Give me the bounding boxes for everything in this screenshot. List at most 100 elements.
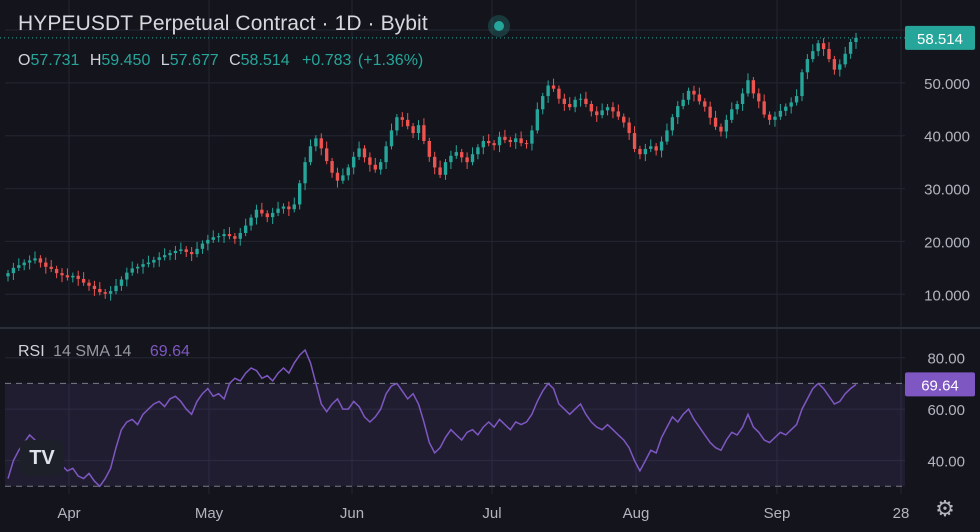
candle-body — [757, 93, 761, 102]
candle-body — [535, 109, 539, 131]
candle — [287, 201, 291, 217]
candle-body — [454, 152, 458, 156]
candle-body — [460, 152, 464, 158]
candle — [260, 202, 264, 217]
candle — [200, 240, 205, 254]
tradingview-logo-icon[interactable]: TV — [20, 440, 64, 476]
candle-body — [87, 282, 91, 286]
candle-body — [379, 162, 383, 170]
candle-body — [411, 126, 415, 134]
candle — [270, 207, 275, 224]
rsi-value-badge-label: 69.64 — [921, 377, 959, 394]
candle — [805, 54, 810, 80]
candle-body — [438, 167, 442, 175]
candle — [551, 78, 556, 92]
candle — [108, 286, 113, 301]
candle — [562, 93, 567, 111]
candle — [789, 97, 793, 114]
candle — [632, 126, 637, 153]
candle — [184, 246, 188, 258]
candle — [611, 102, 615, 119]
rsi-band-fill — [5, 383, 905, 487]
candle — [692, 85, 696, 102]
time-tick-label: Sep — [764, 505, 791, 522]
candle-body — [276, 208, 280, 213]
candle — [189, 246, 194, 261]
candle — [373, 157, 377, 173]
candle — [584, 91, 588, 108]
candle-body — [449, 155, 453, 163]
candle-body — [632, 133, 637, 149]
candle — [438, 160, 442, 178]
candle — [703, 98, 707, 112]
candle — [346, 164, 350, 181]
candle-body — [433, 156, 437, 168]
candle-body — [589, 104, 594, 112]
candle-body — [200, 243, 205, 249]
candle — [276, 201, 280, 217]
candle-body — [578, 98, 583, 100]
close-value: 58.514 — [240, 52, 290, 69]
candle — [254, 204, 259, 225]
candle-body — [676, 106, 680, 118]
candle — [665, 123, 669, 145]
candle-body — [11, 267, 16, 274]
candle-body — [600, 110, 604, 116]
candle — [816, 40, 820, 57]
candle-body — [71, 275, 75, 278]
candle-body — [119, 279, 124, 286]
candle-body — [308, 146, 313, 163]
candle-body — [508, 139, 512, 143]
candle-body — [665, 130, 669, 142]
candle — [400, 112, 404, 127]
candle — [206, 234, 210, 251]
rsi-series — [5, 348, 905, 488]
candle-body — [643, 148, 648, 155]
candle — [838, 59, 842, 77]
candle-body — [211, 237, 215, 240]
candle — [249, 214, 253, 231]
candle — [627, 117, 631, 140]
candle — [243, 218, 248, 237]
candle — [292, 197, 296, 213]
rsi-params: 14 SMA 14 — [53, 343, 132, 360]
candle — [38, 255, 43, 268]
candle — [854, 32, 858, 49]
candle — [92, 280, 97, 296]
candle-body — [135, 266, 140, 269]
candle — [395, 114, 399, 136]
candle — [443, 158, 448, 180]
candle-body — [330, 161, 334, 173]
candle — [406, 112, 410, 130]
candle-body — [476, 147, 480, 155]
candle-body — [681, 99, 685, 107]
candle — [508, 136, 512, 148]
change-percent: (+1.36%) — [357, 52, 424, 69]
candle — [773, 111, 777, 127]
candle — [222, 229, 226, 244]
candle-body — [216, 236, 221, 238]
candle — [600, 103, 604, 119]
rsi-legend[interactable]: RSI 14 SMA 14 69.64 — [18, 343, 190, 361]
candle — [713, 110, 718, 130]
candle — [719, 123, 723, 137]
ohlc-readout: O57.731 H59.450 L57.677 C58.514 +0.783 (… — [18, 52, 423, 70]
candle — [135, 263, 140, 274]
candle-body — [697, 94, 702, 102]
candle — [319, 133, 323, 156]
candle-body — [189, 252, 194, 255]
candle — [297, 180, 302, 210]
last-price-badge — [905, 25, 975, 50]
rsi-line — [7, 348, 857, 488]
candle — [303, 157, 307, 191]
candle-body — [497, 136, 502, 146]
gear-icon[interactable]: ⚙ — [935, 496, 955, 521]
candle-body — [492, 143, 496, 146]
candle — [767, 111, 772, 125]
candle-body — [794, 96, 799, 103]
candle — [81, 272, 86, 286]
candle-body — [481, 141, 485, 148]
candle-body — [270, 212, 275, 218]
